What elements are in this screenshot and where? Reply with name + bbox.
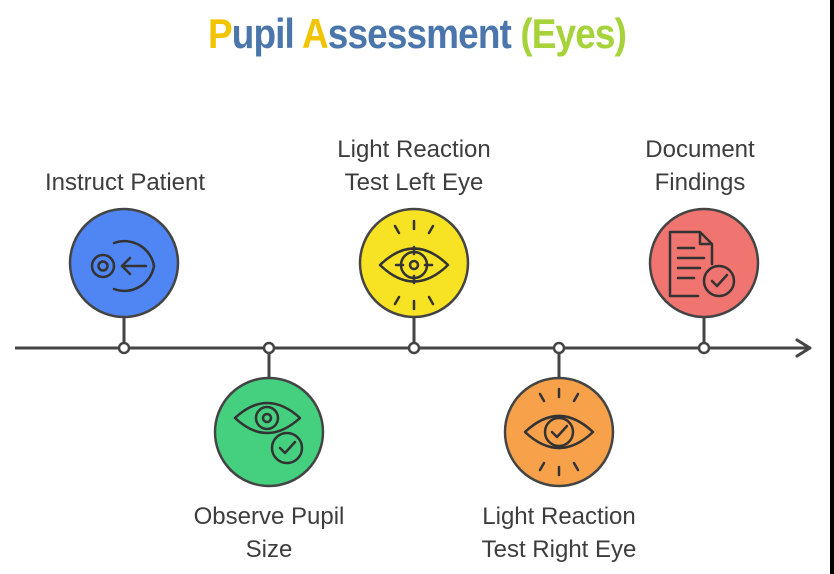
step-4-label-line1: Light Reaction: [482, 503, 636, 530]
step-2-circle: [213, 376, 325, 488]
timeline-node-5: [697, 341, 711, 355]
eye-target-icon: [378, 219, 450, 311]
step-4-label: Light Reaction Test Right Eye: [444, 500, 674, 566]
step-3-label-line2: Test Left Eye: [344, 169, 484, 196]
step-1-label: Instruct Patient: [14, 166, 236, 199]
document-check-icon: [668, 230, 736, 298]
eye-arrow-left-icon: [90, 239, 156, 293]
step-3-circle: [358, 207, 470, 319]
step-1-label-line1: Instruct Patient: [44, 169, 206, 196]
title-first-letter: P: [208, 10, 233, 57]
step-2-label-line2: Size: [245, 536, 293, 563]
step-5-circle: [648, 207, 760, 319]
title-part-two: ssessment: [327, 10, 521, 57]
title-suffix: (Eyes): [520, 10, 627, 57]
step-2-label-line1: Observe Pupil: [193, 503, 345, 530]
title-part-one: upil: [231, 10, 302, 57]
timeline-arrowhead: [795, 338, 812, 358]
step-3-label: Light Reaction Test Left Eye: [300, 133, 528, 199]
eye-check-icon: [233, 401, 304, 465]
frame-edge: [830, 0, 834, 574]
eye-check-rays-icon: [523, 387, 595, 477]
step-4-label-line2: Test Right Eye: [481, 536, 637, 563]
timeline-node-3: [407, 341, 421, 355]
timeline-node-2: [262, 341, 276, 355]
step-5-label: Document Findings: [600, 133, 800, 199]
diagram-title: Pupil Assessment (Eyes): [50, 10, 784, 58]
timeline-node-4: [552, 341, 566, 355]
step-5-label-line2: Findings: [654, 169, 746, 196]
title-accent-letter: A: [301, 10, 329, 57]
step-1-circle: [68, 207, 180, 319]
step-4-circle: [503, 376, 615, 488]
step-3-label-line1: Light Reaction: [337, 136, 491, 163]
step-5-label-line1: Document: [645, 136, 755, 163]
timeline-node-1: [117, 341, 131, 355]
step-2-label: Observe Pupil Size: [159, 500, 379, 566]
